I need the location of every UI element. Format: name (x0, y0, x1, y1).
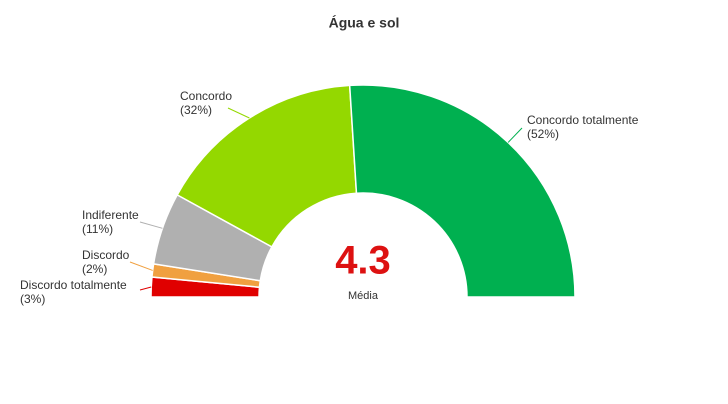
slice-label: Concordo (180, 89, 232, 103)
slice-label: Discordo (82, 248, 130, 262)
center-value: 4.3 (335, 239, 391, 283)
slice-value-label: (52%) (527, 127, 559, 141)
slice (176, 84, 358, 248)
slice-label: Concordo totalmente (527, 113, 639, 127)
slice-value-label: (32%) (180, 103, 212, 117)
slice (348, 84, 576, 298)
slice-value-label: (11%) (82, 222, 113, 236)
leader-line (227, 107, 250, 119)
center-label: Média (348, 290, 379, 302)
slice-label: Discordo totalmente (20, 278, 127, 292)
leader-line (139, 286, 152, 291)
leader-line (129, 261, 153, 271)
slice-value-label: (3%) (20, 292, 45, 306)
slice-value-label: (2%) (82, 262, 107, 276)
chart-title: Água e sol (329, 15, 400, 31)
slice-label: Indiferente (82, 208, 139, 222)
leader-line (507, 127, 523, 143)
leader-line (139, 221, 163, 229)
